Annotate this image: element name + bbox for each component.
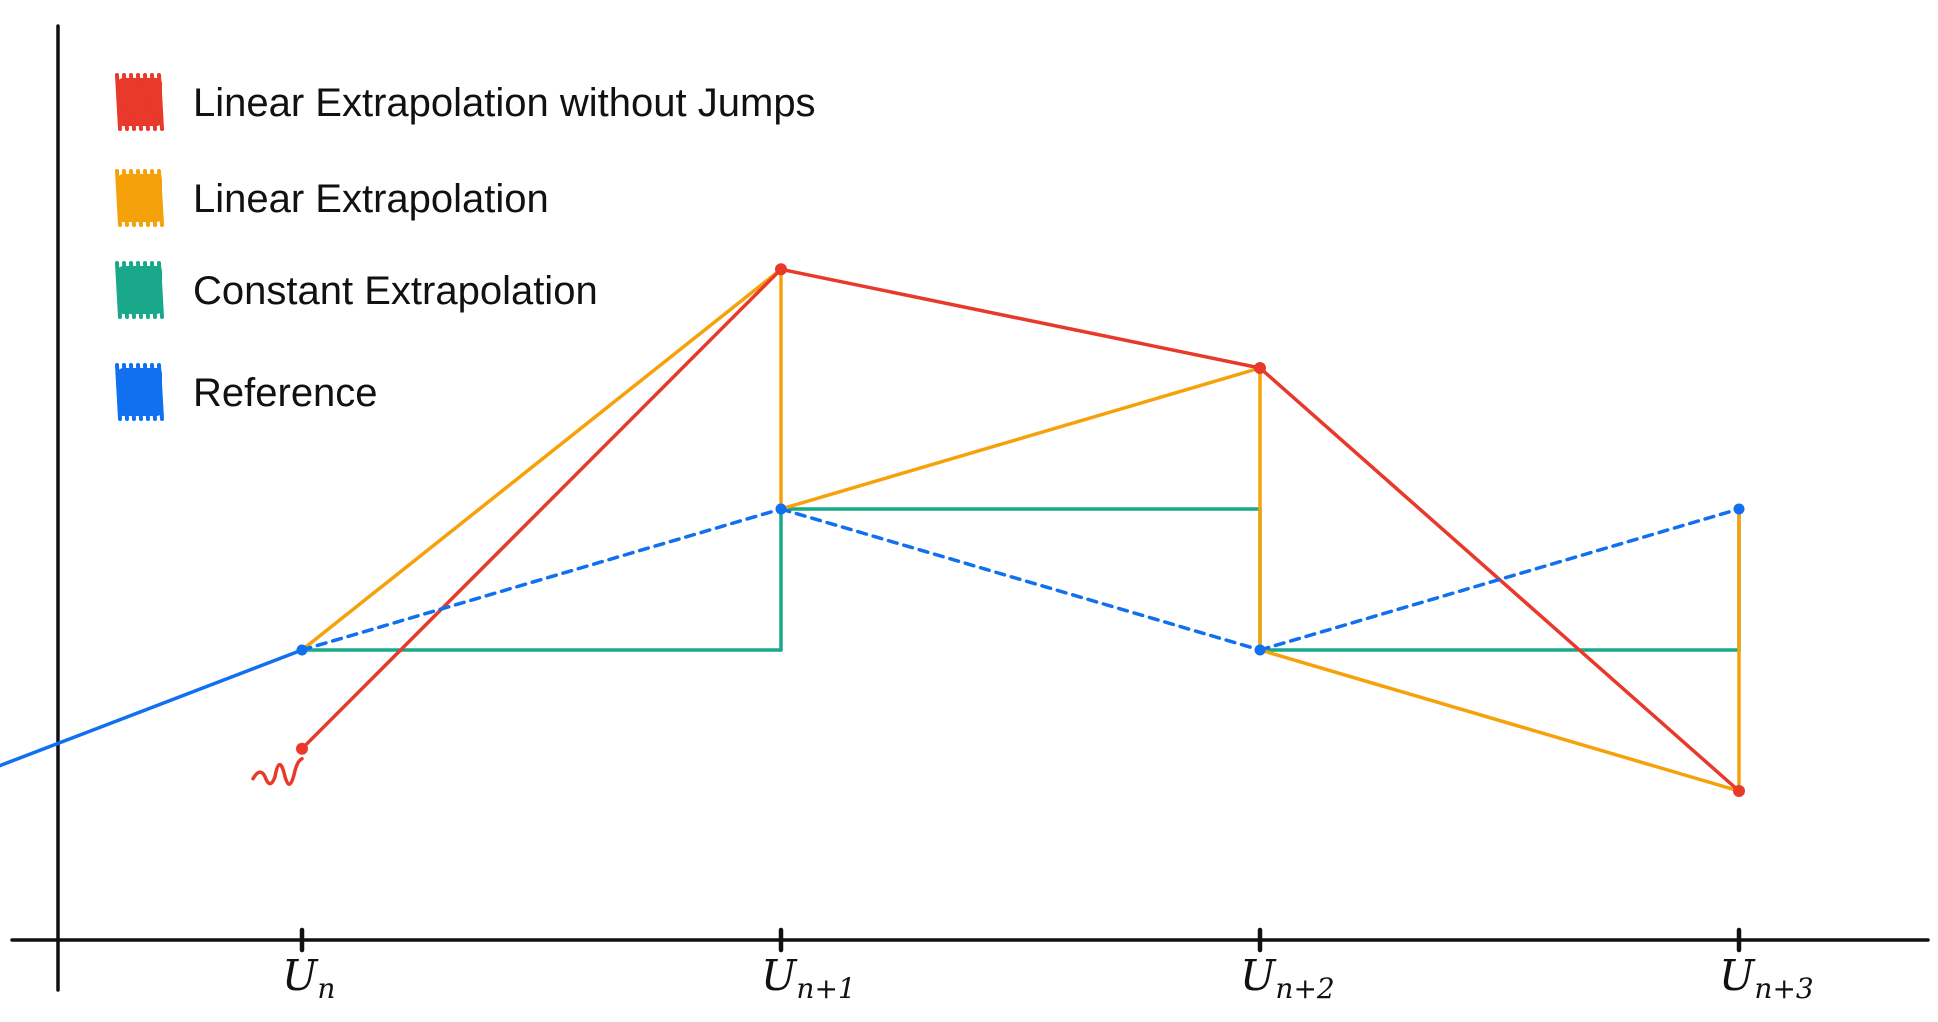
x-tick-label: Un+2 xyxy=(1240,951,1335,1005)
reference-point xyxy=(1254,644,1266,656)
legend: Linear Extrapolation without Jumps Linear… xyxy=(115,73,816,421)
x-tick-label-subscript: n xyxy=(317,972,335,1005)
legend-swatch-icon xyxy=(115,73,164,131)
series-layer xyxy=(0,263,1745,797)
x-tick-label-subscript: n+2 xyxy=(1275,972,1334,1005)
linear-extrapolation-segment xyxy=(1258,648,1741,793)
series-reference xyxy=(0,503,1745,768)
x-tick-label-main: U xyxy=(1240,951,1277,1000)
legend-swatch-scribble xyxy=(115,169,164,227)
series-linear-extrapolation-without-jumps xyxy=(251,263,1745,797)
linear-extrapolation-segment xyxy=(779,366,1262,511)
discontinuity-squiggle-icon xyxy=(251,756,304,786)
legend-swatch-scribble xyxy=(115,73,164,131)
legend-swatch-scribble xyxy=(115,261,164,319)
reference-point xyxy=(296,644,308,656)
linear-extrapolation-without-jumps-point xyxy=(1254,362,1266,374)
axes xyxy=(10,24,1930,992)
legend-item: Reference xyxy=(115,363,378,421)
linear-extrapolation-without-jumps-segment xyxy=(300,267,783,751)
legend-swatch-icon xyxy=(115,363,164,421)
reference-segment xyxy=(0,648,304,768)
reference-point xyxy=(775,503,787,515)
legend-label: Linear Extrapolation xyxy=(193,177,549,221)
legend-label: Linear Extrapolation without Jumps xyxy=(193,81,816,125)
reference-segment xyxy=(779,507,1262,652)
legend-label: Constant Extrapolation xyxy=(193,269,598,313)
linear-extrapolation-without-jumps-point xyxy=(1733,785,1745,797)
legend-swatch-scribble xyxy=(115,363,164,421)
x-tick-label-main: U xyxy=(1719,951,1756,1000)
x-tick-label: Un xyxy=(282,951,335,1005)
reference-segment xyxy=(300,507,783,652)
linear-extrapolation-without-jumps-segment xyxy=(779,267,1262,370)
x-tick-label-main: U xyxy=(282,951,319,1000)
x-tick-label: Un+1 xyxy=(761,951,856,1005)
legend-item: Constant Extrapolation xyxy=(115,261,598,319)
series-linear-extrapolation xyxy=(300,267,1741,793)
x-tick-label-subscript: n+1 xyxy=(796,972,855,1005)
legend-item: Linear Extrapolation xyxy=(115,169,549,227)
legend-swatch-icon xyxy=(115,261,164,319)
x-tick-label-subscript: n+3 xyxy=(1754,972,1813,1005)
linear-extrapolation-segment xyxy=(300,267,783,652)
tick-marks xyxy=(299,927,1742,953)
linear-extrapolation-without-jumps-point xyxy=(296,742,308,755)
tick-labels: Un Un+1 Un+2 Un+3 xyxy=(282,951,1814,1005)
x-tick-label-main: U xyxy=(761,951,798,1000)
legend-item: Linear Extrapolation without Jumps xyxy=(115,73,816,131)
x-tick-label: Un+3 xyxy=(1719,951,1814,1005)
legend-label: Reference xyxy=(193,371,378,415)
legend-swatch-icon xyxy=(115,169,164,227)
reference-point xyxy=(1733,503,1745,515)
linear-extrapolation-without-jumps-point xyxy=(775,263,787,276)
reference-segment xyxy=(1258,507,1741,652)
